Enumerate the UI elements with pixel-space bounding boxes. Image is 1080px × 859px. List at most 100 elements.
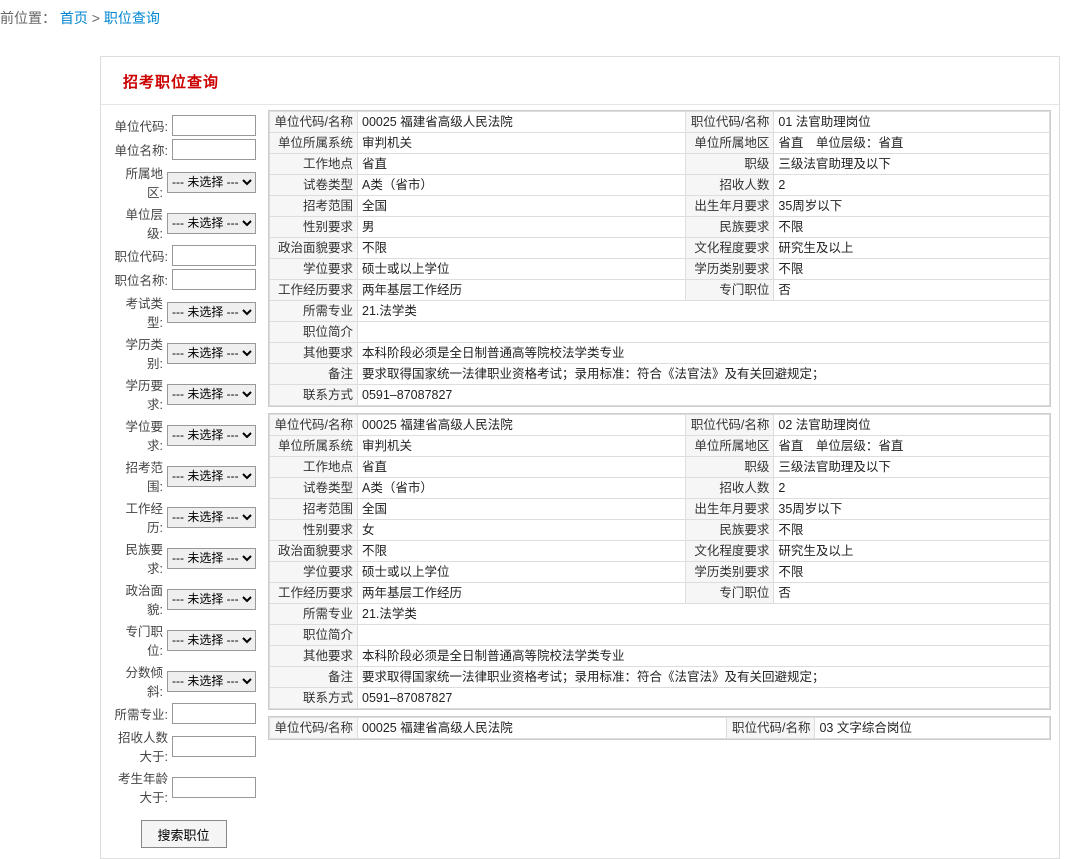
- field-value: A类（省市）: [358, 478, 686, 499]
- filter-label: 工作经历:: [111, 498, 167, 536]
- field-value: 01 法官助理岗位: [774, 112, 1050, 133]
- field-value: 硕士或以上学位: [358, 259, 686, 280]
- field-label: 所需专业: [270, 604, 358, 625]
- filter-select[interactable]: --- 未选择 ---: [167, 548, 256, 569]
- filter-select[interactable]: --- 未选择 ---: [167, 630, 256, 651]
- field-label: 工作经历要求: [270, 280, 358, 301]
- field-label: 学位要求: [270, 562, 358, 583]
- field-label: 文化程度要求: [686, 238, 774, 259]
- filter-select[interactable]: --- 未选择 ---: [167, 507, 256, 528]
- field-label: 政治面貌要求: [270, 541, 358, 562]
- field-label: 工作经历要求: [270, 583, 358, 604]
- field-label: 备注: [270, 667, 358, 688]
- filter-label: 职位代码:: [111, 246, 172, 265]
- filter-select[interactable]: --- 未选择 ---: [167, 671, 256, 692]
- filter-row: 单位层级:--- 未选择 ---: [111, 204, 256, 242]
- field-label: 试卷类型: [270, 175, 358, 196]
- breadcrumb-current[interactable]: 职位查询: [104, 10, 160, 26]
- field-value: 三级法官助理及以下: [774, 457, 1050, 478]
- field-value: 本科阶段必须是全日制普通高等院校法学类专业: [358, 343, 1050, 364]
- filter-row: 单位代码:: [111, 115, 256, 136]
- filter-select[interactable]: --- 未选择 ---: [167, 302, 256, 323]
- field-value: 审判机关: [358, 133, 686, 154]
- search-button[interactable]: 搜索职位: [141, 820, 227, 848]
- field-value: 00025 福建省高级人民法院: [358, 415, 686, 436]
- field-value: 02 法官助理岗位: [774, 415, 1050, 436]
- filter-label: 职位名称:: [111, 270, 172, 289]
- field-label: 单位代码/名称: [270, 112, 358, 133]
- field-label: 所需专业: [270, 301, 358, 322]
- field-value: 硕士或以上学位: [358, 562, 686, 583]
- filter-row: 学位要求:--- 未选择 ---: [111, 416, 256, 454]
- breadcrumb-sep: >: [92, 10, 100, 26]
- filter-input[interactable]: [172, 115, 256, 136]
- field-value: A类（省市）: [358, 175, 686, 196]
- filter-input[interactable]: [172, 245, 256, 266]
- field-value: 35周岁以下: [774, 499, 1050, 520]
- field-value: 两年基层工作经历: [358, 583, 686, 604]
- breadcrumb-home[interactable]: 首页: [60, 10, 88, 26]
- filter-label: 学位要求:: [111, 416, 167, 454]
- filter-label: 单位名称:: [111, 140, 172, 159]
- filter-label: 招收人数大于:: [111, 727, 172, 765]
- panel-title: 招考职位查询: [101, 57, 1059, 105]
- field-value: 要求取得国家统一法律职业资格考试；录用标准：符合《法官法》及有关回避规定；: [358, 667, 1050, 688]
- filter-row: 学历类别:--- 未选择 ---: [111, 334, 256, 372]
- field-label: 招考范围: [270, 499, 358, 520]
- filter-select[interactable]: --- 未选择 ---: [167, 213, 256, 234]
- field-value: 男: [358, 217, 686, 238]
- field-label: 文化程度要求: [686, 541, 774, 562]
- field-value: 21.法学类: [358, 604, 1050, 625]
- field-label: 单位所属地区: [686, 436, 774, 457]
- filter-select[interactable]: --- 未选择 ---: [167, 343, 256, 364]
- field-value: 两年基层工作经历: [358, 280, 686, 301]
- field-label: 职位简介: [270, 625, 358, 646]
- field-value: 不限: [358, 238, 686, 259]
- field-value: 审判机关: [358, 436, 686, 457]
- filter-label: 学历类别:: [111, 334, 167, 372]
- filter-row: 单位名称:: [111, 139, 256, 160]
- field-value: 2: [774, 175, 1050, 196]
- filter-select[interactable]: --- 未选择 ---: [167, 466, 256, 487]
- field-value: 21.法学类: [358, 301, 1050, 322]
- filter-label: 所属地区:: [111, 163, 167, 201]
- filter-input[interactable]: [172, 139, 256, 160]
- breadcrumb-prefix: 前位置：: [0, 10, 56, 26]
- field-label: 单位所属系统: [270, 133, 358, 154]
- field-value: 不限: [358, 541, 686, 562]
- posting-card: 单位代码/名称00025 福建省高级人民法院职位代码/名称03 文字综合岗位: [268, 716, 1051, 740]
- filter-label: 专门职位:: [111, 621, 167, 659]
- field-label: 单位所属系统: [270, 436, 358, 457]
- field-label: 职位代码/名称: [727, 718, 815, 739]
- filter-select[interactable]: --- 未选择 ---: [167, 425, 256, 446]
- field-value: [358, 322, 1050, 343]
- filter-row: 所属地区:--- 未选择 ---: [111, 163, 256, 201]
- filter-input[interactable]: [172, 269, 256, 290]
- filter-input[interactable]: [172, 703, 256, 724]
- field-value: 省直: [358, 154, 686, 175]
- filter-row: 分数倾斜:--- 未选择 ---: [111, 662, 256, 700]
- field-label: 政治面貌要求: [270, 238, 358, 259]
- filter-select[interactable]: --- 未选择 ---: [167, 384, 256, 405]
- filter-row: 专门职位:--- 未选择 ---: [111, 621, 256, 659]
- filter-select[interactable]: --- 未选择 ---: [167, 172, 256, 193]
- filter-input[interactable]: [172, 736, 256, 757]
- filter-label: 考试类型:: [111, 293, 167, 331]
- field-value: 03 文字综合岗位: [815, 718, 1050, 739]
- field-value: 35周岁以下: [774, 196, 1050, 217]
- filter-row: 学历要求:--- 未选择 ---: [111, 375, 256, 413]
- filter-input[interactable]: [172, 777, 256, 798]
- filter-row: 考生年龄大于:: [111, 768, 256, 806]
- filter-row: 职位代码:: [111, 245, 256, 266]
- field-label: 其他要求: [270, 646, 358, 667]
- field-value: 全国: [358, 499, 686, 520]
- field-label: 单位代码/名称: [270, 718, 358, 739]
- filter-label: 民族要求:: [111, 539, 167, 577]
- field-value: 三级法官助理及以下: [774, 154, 1050, 175]
- posting-card: 单位代码/名称00025 福建省高级人民法院职位代码/名称01 法官助理岗位单位…: [268, 110, 1051, 407]
- field-value: 0591–87087827: [358, 688, 1050, 709]
- field-label: 民族要求: [686, 520, 774, 541]
- filter-select[interactable]: --- 未选择 ---: [167, 589, 256, 610]
- field-value: 省直 单位层级：省直: [774, 133, 1050, 154]
- field-label: 性别要求: [270, 520, 358, 541]
